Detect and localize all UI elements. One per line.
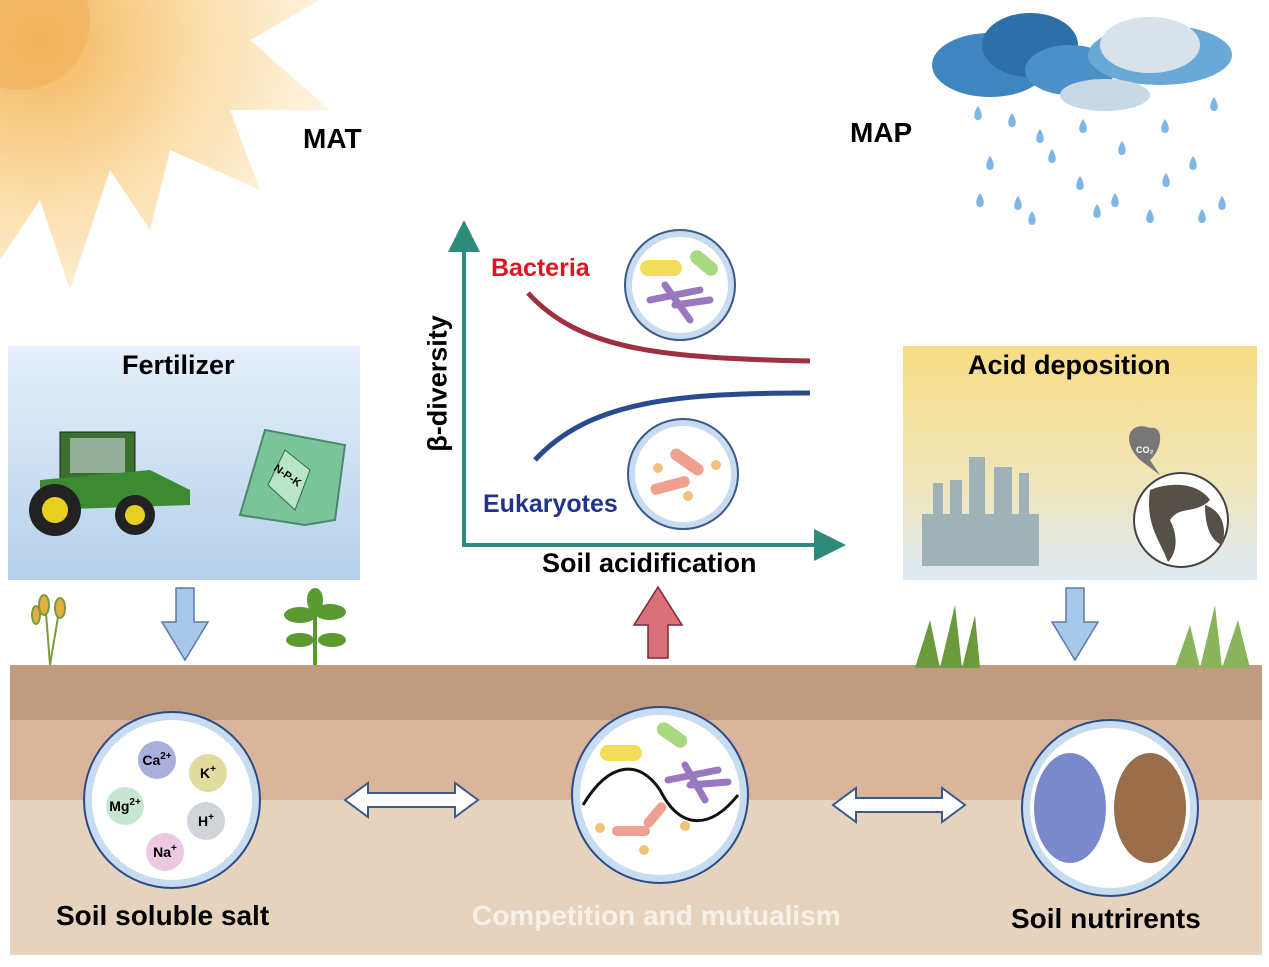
ion-group: Ca2+ K+ Mg2+ H+Na+: [106, 741, 227, 871]
chart-axes: [448, 220, 846, 561]
fertilizer-title: Fertilizer: [122, 350, 235, 380]
ion-na: Na+: [146, 833, 184, 871]
raindrop-icon: [976, 193, 984, 207]
soil-soluble-salt-label: Soil soluble salt: [56, 900, 270, 931]
up-arrow-acidification: [632, 585, 684, 659]
raindrop-icon: [1036, 129, 1044, 143]
mat-label: MAT: [303, 123, 362, 154]
grass-icon: [915, 605, 1250, 668]
raindrop-icon: [974, 106, 982, 120]
sun-icon: [0, 0, 330, 290]
double-arrow-right: [831, 786, 967, 824]
ion-ca: Ca2+: [138, 741, 176, 779]
raindrop-icon: [1008, 113, 1016, 127]
rain-cloud-icon: [932, 13, 1232, 225]
raindrop-icon: [1028, 211, 1036, 225]
double-arrow-left: [343, 781, 480, 819]
down-arrow-fertilizer: [160, 587, 210, 662]
eukaryotes-curve: [533, 390, 811, 462]
acid-deposition-title: Acid deposition: [968, 350, 1171, 380]
bacteria-curve: [526, 291, 811, 364]
competition-label: Competition and mutualism: [472, 900, 841, 931]
raindrop-icon: [1189, 156, 1197, 170]
tractor-icon: [29, 431, 190, 536]
y-axis-label: β-diversity: [422, 315, 453, 452]
raindrop-icon: [986, 156, 994, 170]
raindrop-icon: [1146, 209, 1154, 223]
map-label: MAP: [850, 117, 913, 148]
raindrop-icon: [1079, 119, 1087, 133]
ion-k: K+: [189, 754, 227, 792]
ion-mg: Mg2+: [106, 787, 144, 825]
bacteria-label: Bacteria: [491, 254, 590, 282]
factory-icon: [922, 457, 1039, 566]
x-axis-label: Soil acidification: [542, 548, 757, 578]
raindrop-icon: [1048, 149, 1056, 163]
raindrop-icon: [1118, 141, 1126, 155]
co2-label: CO₂: [1136, 445, 1154, 455]
bacteria-petri-dish-icon: [624, 229, 736, 341]
raindrop-icon: [1014, 196, 1022, 210]
bean-plant-icon: [284, 588, 346, 665]
raindrop-icon: [1198, 209, 1206, 223]
raindrop-icon: [1218, 196, 1226, 210]
fertilizer-bag-icon: [238, 428, 347, 527]
wheat-plant-icon: [31, 594, 66, 666]
raindrop-icon: [1161, 119, 1169, 133]
raindrop-icon: [1210, 97, 1218, 111]
soil-nutrients-dish: [1021, 719, 1199, 897]
soil-nutrients-label: Soil nutrirents: [1011, 903, 1201, 934]
ion-h: H+: [187, 802, 225, 840]
eukaryotes-label: Eukaryotes: [483, 490, 618, 518]
down-arrow-acid: [1050, 587, 1100, 662]
raindrop-icon: [1093, 204, 1101, 218]
raindrop-icon: [1076, 176, 1084, 190]
globe-icon: [1129, 426, 1229, 568]
raindrop-icon: [1162, 173, 1170, 187]
microbe-interaction-dish: [571, 706, 749, 884]
eukaryotes-petri-dish-icon: [627, 418, 739, 530]
raindrop-icon: [1111, 193, 1119, 207]
